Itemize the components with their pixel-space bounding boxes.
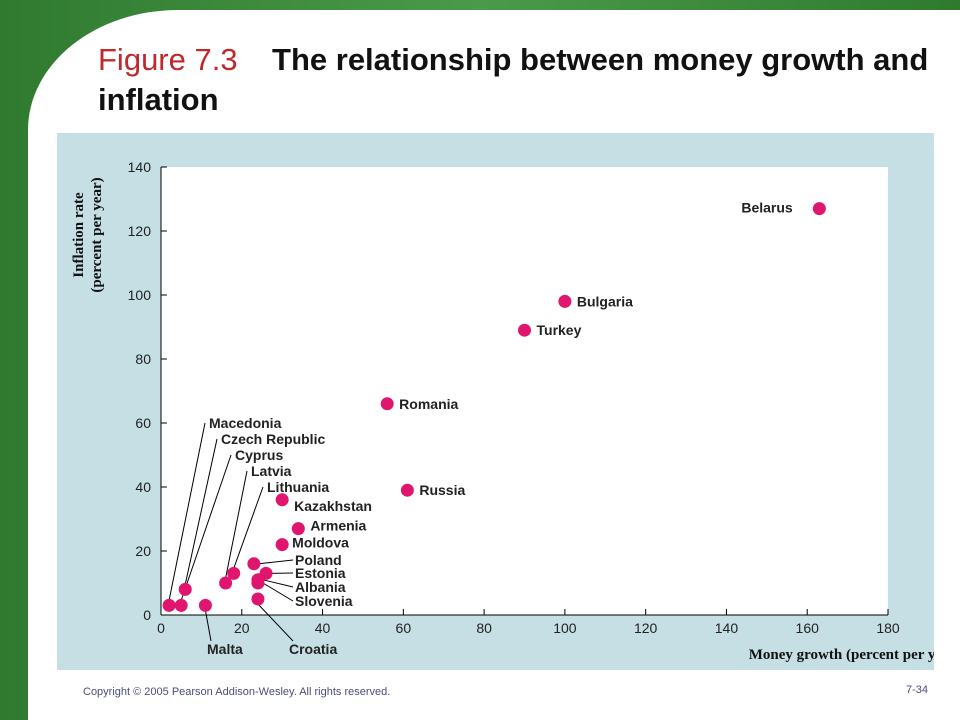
point-bulgaria — [558, 294, 572, 308]
leader-line — [180, 454, 232, 601]
point-label: Czech Republic — [221, 431, 325, 447]
point-czech-republic — [178, 582, 192, 596]
point-label: Moldova — [292, 535, 349, 551]
y-tick-label: 60 — [135, 415, 151, 431]
leader-line — [262, 582, 294, 602]
point-label: Albania — [295, 579, 346, 595]
point-macedonia — [162, 598, 176, 612]
y-tick-label: 100 — [128, 287, 152, 303]
point-russia — [400, 483, 414, 497]
point-label: Poland — [295, 552, 342, 568]
point-latvia — [219, 576, 233, 590]
copyright-footer: Copyright © 2005 Pearson Addison-Wesley.… — [83, 686, 391, 698]
y-tick-label: 80 — [135, 351, 151, 367]
plot-area — [161, 167, 888, 615]
point-label: Armenia — [310, 518, 366, 534]
x-axis-label: Money growth (percent per year) — [749, 647, 934, 663]
y-tick-label: 40 — [135, 479, 151, 495]
point-label: Turkey — [537, 322, 582, 338]
point-label: Slovenia — [295, 593, 353, 609]
x-tick-label: 60 — [396, 620, 412, 636]
y-tick-label: 20 — [135, 543, 151, 559]
leader-line — [262, 579, 294, 588]
y-tick-label: 0 — [143, 607, 151, 623]
point-label: Lithuania — [267, 479, 329, 495]
point-cyprus — [174, 598, 188, 612]
x-tick-label: 40 — [315, 620, 331, 636]
y-tick-label: 140 — [128, 159, 152, 175]
scatter-chart: 0 20 40 60 80 100 120 140 160 180 0 20 40 60 80 100 120 1… — [71, 159, 934, 663]
point-belarus — [812, 202, 826, 216]
leader-line — [257, 603, 294, 642]
point-croatia — [251, 592, 265, 606]
y-tick-label: 120 — [128, 223, 152, 239]
leader-line — [168, 422, 206, 601]
x-tick-label: 80 — [476, 620, 492, 636]
point-label: Kazakhstan — [294, 498, 372, 514]
leader-line — [204, 610, 212, 642]
point-poland — [247, 557, 261, 571]
point-armenia — [291, 522, 305, 536]
title-text: The relationship between money growth an… — [98, 42, 929, 117]
point-romania — [380, 397, 394, 411]
point-kazakhstan — [275, 493, 289, 507]
figure-label: Figure 7.3 — [98, 42, 238, 77]
point-label: Cyprus — [235, 447, 283, 463]
point-label: Russia — [419, 482, 465, 498]
point-label: Romania — [399, 396, 458, 412]
x-tick-label: 20 — [234, 620, 250, 636]
point-label: Bulgaria — [577, 293, 633, 309]
point-label: Belarus — [741, 200, 793, 216]
x-tick-label: 160 — [796, 620, 820, 636]
x-tick-label: 0 — [157, 620, 165, 636]
point-malta — [198, 598, 212, 612]
point-label: Estonia — [295, 565, 346, 581]
y-axis-label-line2: (percent per year) — [89, 177, 105, 292]
point-turkey — [518, 323, 531, 337]
point-lithuania — [227, 566, 241, 580]
y-axis-label-line1: Inflation rate — [71, 192, 87, 278]
page-number: 7-34 — [906, 684, 929, 696]
leader-line — [233, 486, 264, 569]
leader-line — [258, 559, 294, 565]
x-tick-label: 140 — [715, 620, 739, 636]
point-label: Macedonia — [209, 415, 282, 431]
point-label: Croatia — [289, 641, 337, 657]
x-tick-label: 180 — [876, 620, 900, 636]
x-tick-label: 100 — [553, 620, 577, 636]
point-slovenia — [251, 576, 265, 590]
point-label: Latvia — [251, 463, 292, 479]
leader-line — [225, 470, 248, 579]
point-moldova — [275, 538, 289, 552]
slide-title: Figure 7.3 The relationship between mone… — [98, 40, 938, 120]
point-label: Malta — [207, 641, 243, 657]
x-tick-label: 120 — [634, 620, 658, 636]
leader-line — [184, 438, 218, 585]
